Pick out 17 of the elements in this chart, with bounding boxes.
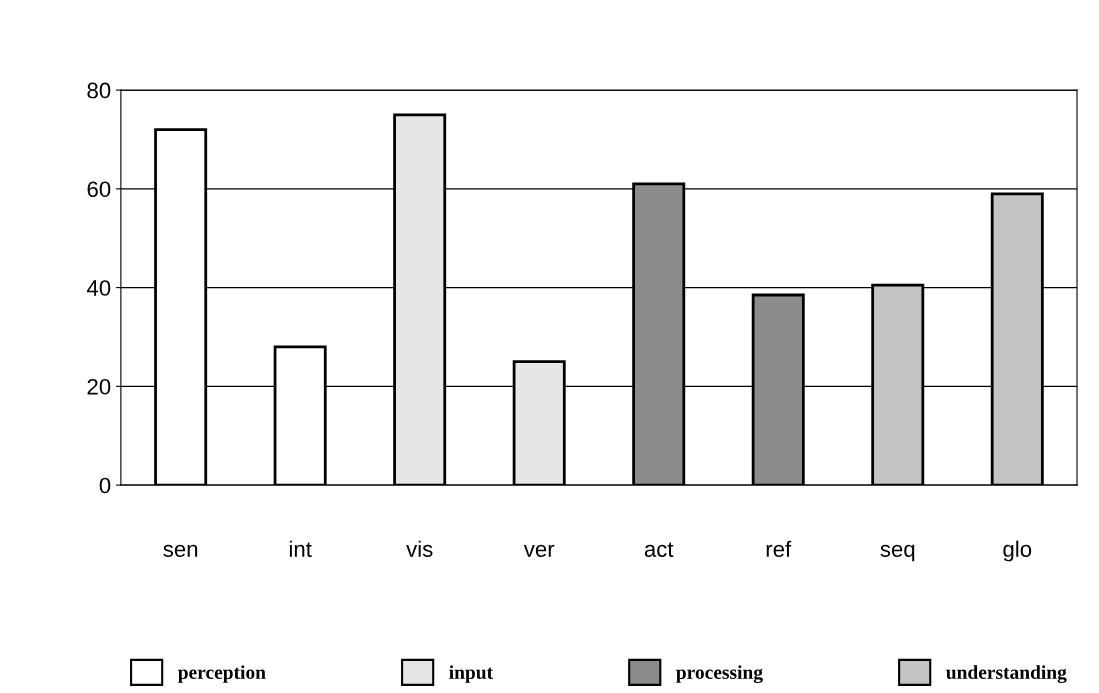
x-tick-label: sen [163,544,198,557]
x-tick-label: ref [766,540,792,557]
y-tick-label: 20 [87,378,111,395]
x-tick-label: seq [880,544,915,562]
y-tick-label: 80 [87,82,111,99]
x-tick-label: glo [1003,540,1032,562]
legend-label: input [449,665,493,683]
x-tick-label: int [289,540,312,557]
x-tick-label: act [644,542,674,557]
legend-label: processing [676,665,763,684]
x-tick-label: ver [523,544,555,557]
x-tick-label: vis [406,540,433,557]
y-tick-label: 60 [87,181,111,198]
y-tick-label: 0 [99,477,111,494]
y-tick-label: 40 [86,280,111,296]
legend-label: perception [178,665,266,683]
legend-label: understanding [946,665,1067,684]
